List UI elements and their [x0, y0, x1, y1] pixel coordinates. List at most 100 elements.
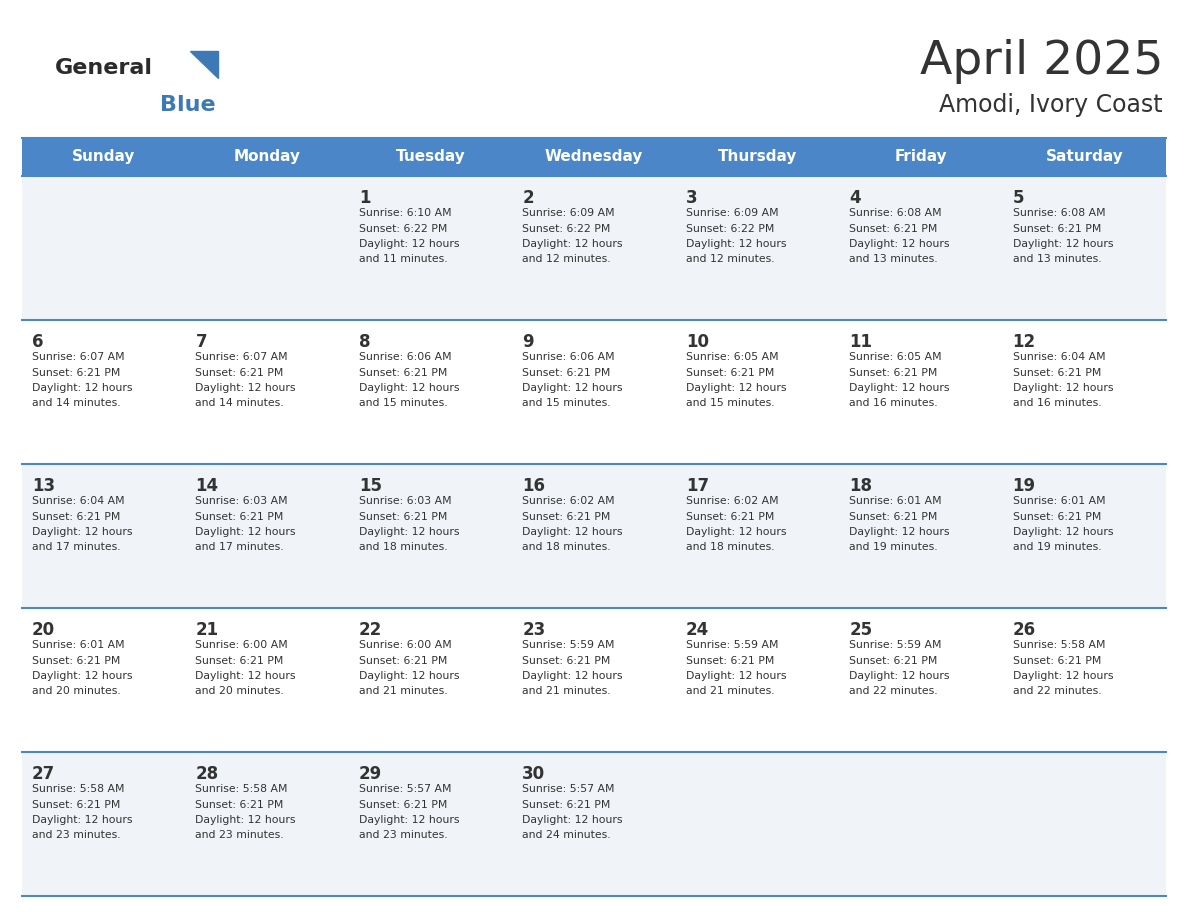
- Text: and 22 minutes.: and 22 minutes.: [1012, 687, 1101, 697]
- Text: 3: 3: [685, 189, 697, 207]
- Text: Thursday: Thursday: [718, 150, 797, 164]
- Text: 26: 26: [1012, 621, 1036, 639]
- Text: Sunrise: 6:01 AM: Sunrise: 6:01 AM: [849, 496, 942, 506]
- Text: Sunset: 6:21 PM: Sunset: 6:21 PM: [196, 511, 284, 521]
- Text: 8: 8: [359, 333, 371, 351]
- Text: 14: 14: [196, 477, 219, 495]
- Text: Daylight: 12 hours: Daylight: 12 hours: [359, 383, 460, 393]
- Bar: [23, 608, 1165, 752]
- Text: 29: 29: [359, 765, 383, 783]
- Bar: [23, 464, 1165, 608]
- Text: Sunrise: 6:09 AM: Sunrise: 6:09 AM: [523, 208, 615, 218]
- Text: 2: 2: [523, 189, 533, 207]
- Text: 28: 28: [196, 765, 219, 783]
- Text: 10: 10: [685, 333, 709, 351]
- Text: and 18 minutes.: and 18 minutes.: [523, 543, 611, 553]
- Text: 17: 17: [685, 477, 709, 495]
- Text: Sunset: 6:21 PM: Sunset: 6:21 PM: [685, 367, 775, 377]
- Text: Sunrise: 6:09 AM: Sunrise: 6:09 AM: [685, 208, 778, 218]
- Text: and 21 minutes.: and 21 minutes.: [523, 687, 611, 697]
- Polygon shape: [190, 51, 219, 78]
- Text: Sunset: 6:22 PM: Sunset: 6:22 PM: [523, 223, 611, 233]
- Text: Saturday: Saturday: [1045, 150, 1123, 164]
- Text: and 17 minutes.: and 17 minutes.: [32, 543, 121, 553]
- Text: Sunset: 6:21 PM: Sunset: 6:21 PM: [849, 223, 937, 233]
- Text: Daylight: 12 hours: Daylight: 12 hours: [196, 527, 296, 537]
- Bar: [23, 320, 1165, 464]
- Text: Sunrise: 5:58 AM: Sunrise: 5:58 AM: [1012, 640, 1105, 650]
- Text: Daylight: 12 hours: Daylight: 12 hours: [523, 383, 623, 393]
- Text: Sunset: 6:21 PM: Sunset: 6:21 PM: [523, 800, 611, 810]
- Text: Sunrise: 6:02 AM: Sunrise: 6:02 AM: [523, 496, 615, 506]
- Text: Sunrise: 5:59 AM: Sunrise: 5:59 AM: [685, 640, 778, 650]
- Text: Sunrise: 6:05 AM: Sunrise: 6:05 AM: [849, 352, 942, 362]
- Text: Daylight: 12 hours: Daylight: 12 hours: [523, 815, 623, 825]
- Text: 7: 7: [196, 333, 207, 351]
- Text: 23: 23: [523, 621, 545, 639]
- Text: Tuesday: Tuesday: [396, 150, 466, 164]
- Text: Amodi, Ivory Coast: Amodi, Ivory Coast: [940, 93, 1163, 117]
- Text: Sunset: 6:21 PM: Sunset: 6:21 PM: [685, 655, 775, 666]
- Text: Sunrise: 6:06 AM: Sunrise: 6:06 AM: [359, 352, 451, 362]
- Text: General: General: [55, 58, 153, 78]
- Text: 6: 6: [32, 333, 44, 351]
- Text: and 23 minutes.: and 23 minutes.: [196, 831, 284, 841]
- Bar: [23, 176, 1165, 320]
- Text: Daylight: 12 hours: Daylight: 12 hours: [32, 383, 133, 393]
- Text: Daylight: 12 hours: Daylight: 12 hours: [1012, 383, 1113, 393]
- Text: Sunset: 6:21 PM: Sunset: 6:21 PM: [32, 800, 120, 810]
- Text: Daylight: 12 hours: Daylight: 12 hours: [523, 671, 623, 681]
- Text: and 21 minutes.: and 21 minutes.: [685, 687, 775, 697]
- Text: Daylight: 12 hours: Daylight: 12 hours: [849, 383, 949, 393]
- Text: Sunrise: 6:01 AM: Sunrise: 6:01 AM: [1012, 496, 1105, 506]
- Text: Friday: Friday: [895, 150, 947, 164]
- Text: April 2025: April 2025: [920, 39, 1163, 84]
- Text: Sunrise: 6:08 AM: Sunrise: 6:08 AM: [1012, 208, 1105, 218]
- Text: and 17 minutes.: and 17 minutes.: [196, 543, 284, 553]
- Text: Daylight: 12 hours: Daylight: 12 hours: [523, 527, 623, 537]
- Text: Daylight: 12 hours: Daylight: 12 hours: [196, 815, 296, 825]
- Text: Sunset: 6:22 PM: Sunset: 6:22 PM: [359, 223, 447, 233]
- Text: Daylight: 12 hours: Daylight: 12 hours: [685, 383, 786, 393]
- Text: 11: 11: [849, 333, 872, 351]
- Text: and 18 minutes.: and 18 minutes.: [359, 543, 448, 553]
- Text: Sunrise: 6:02 AM: Sunrise: 6:02 AM: [685, 496, 778, 506]
- Text: Sunset: 6:21 PM: Sunset: 6:21 PM: [1012, 223, 1101, 233]
- Text: Daylight: 12 hours: Daylight: 12 hours: [849, 239, 949, 249]
- Text: Sunset: 6:21 PM: Sunset: 6:21 PM: [1012, 655, 1101, 666]
- Text: 20: 20: [32, 621, 55, 639]
- Text: Sunrise: 6:10 AM: Sunrise: 6:10 AM: [359, 208, 451, 218]
- Text: Sunrise: 6:04 AM: Sunrise: 6:04 AM: [1012, 352, 1105, 362]
- Text: and 19 minutes.: and 19 minutes.: [1012, 543, 1101, 553]
- Text: 18: 18: [849, 477, 872, 495]
- Text: 16: 16: [523, 477, 545, 495]
- Text: Sunrise: 6:07 AM: Sunrise: 6:07 AM: [32, 352, 125, 362]
- Text: 27: 27: [32, 765, 56, 783]
- Text: 1: 1: [359, 189, 371, 207]
- Text: and 16 minutes.: and 16 minutes.: [849, 398, 937, 409]
- Text: Daylight: 12 hours: Daylight: 12 hours: [523, 239, 623, 249]
- Text: 12: 12: [1012, 333, 1036, 351]
- Text: Sunset: 6:21 PM: Sunset: 6:21 PM: [1012, 511, 1101, 521]
- Text: Sunrise: 5:59 AM: Sunrise: 5:59 AM: [523, 640, 614, 650]
- Text: Sunrise: 6:03 AM: Sunrise: 6:03 AM: [196, 496, 287, 506]
- Text: and 23 minutes.: and 23 minutes.: [359, 831, 448, 841]
- Text: Daylight: 12 hours: Daylight: 12 hours: [32, 527, 133, 537]
- Text: Sunrise: 5:57 AM: Sunrise: 5:57 AM: [523, 784, 614, 794]
- Text: Daylight: 12 hours: Daylight: 12 hours: [685, 239, 786, 249]
- Text: and 23 minutes.: and 23 minutes.: [32, 831, 121, 841]
- Text: Sunset: 6:21 PM: Sunset: 6:21 PM: [359, 511, 447, 521]
- Text: Daylight: 12 hours: Daylight: 12 hours: [196, 671, 296, 681]
- Text: Sunrise: 6:00 AM: Sunrise: 6:00 AM: [196, 640, 289, 650]
- Text: and 18 minutes.: and 18 minutes.: [685, 543, 775, 553]
- Text: Blue: Blue: [160, 95, 216, 115]
- Text: and 20 minutes.: and 20 minutes.: [32, 687, 121, 697]
- Text: Sunset: 6:21 PM: Sunset: 6:21 PM: [849, 511, 937, 521]
- Text: Sunrise: 6:07 AM: Sunrise: 6:07 AM: [196, 352, 287, 362]
- Text: Daylight: 12 hours: Daylight: 12 hours: [359, 239, 460, 249]
- Text: Sunday: Sunday: [72, 150, 135, 164]
- Text: and 20 minutes.: and 20 minutes.: [196, 687, 284, 697]
- Text: Daylight: 12 hours: Daylight: 12 hours: [1012, 527, 1113, 537]
- Text: and 21 minutes.: and 21 minutes.: [359, 687, 448, 697]
- Text: Daylight: 12 hours: Daylight: 12 hours: [196, 383, 296, 393]
